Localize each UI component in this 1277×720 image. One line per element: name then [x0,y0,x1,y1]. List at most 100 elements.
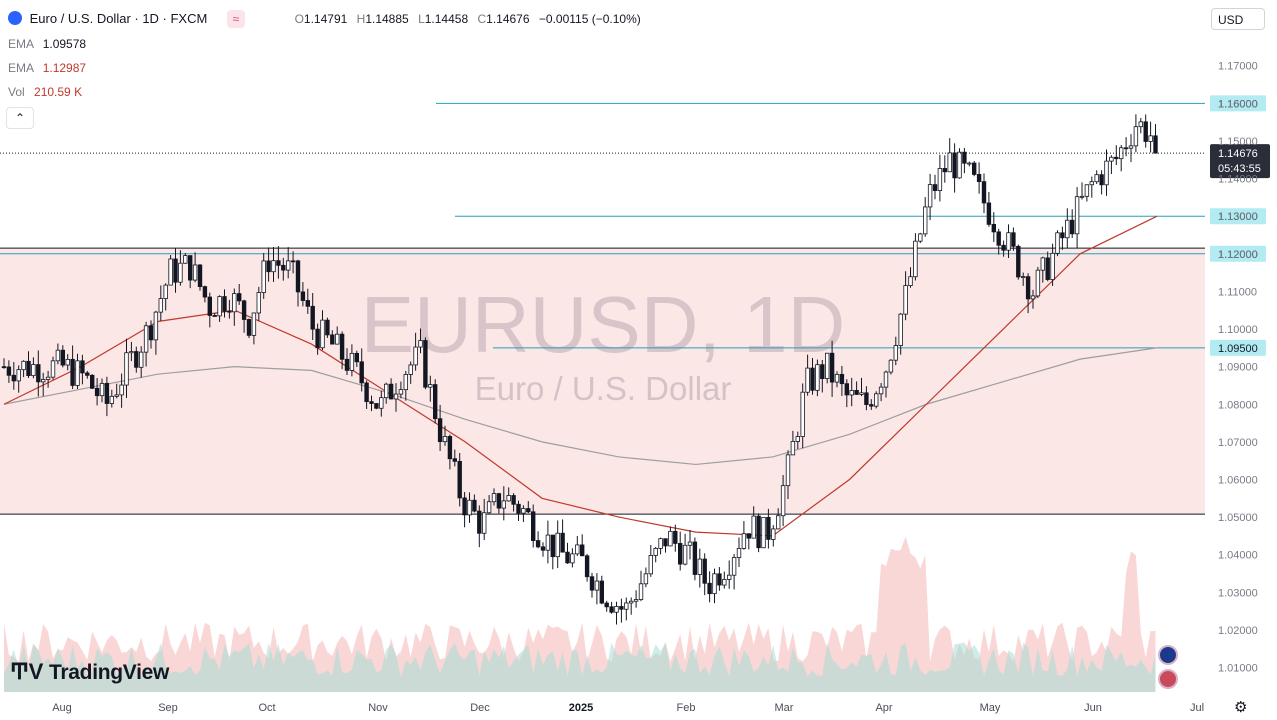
candle-body [173,258,178,283]
candle-body [614,606,619,613]
symbol-title[interactable]: Euro / U.S. Dollar · 1D · FXCM [29,11,208,26]
candle [50,356,56,380]
candle [428,375,433,402]
candle-body [452,458,457,462]
candle [751,506,756,539]
candle [678,531,683,571]
indicator-ema-2[interactable]: EMA 1.12987 [8,61,86,75]
candle-body [942,168,947,173]
candle [516,500,521,521]
candle [168,254,173,286]
y-tick-label: 1.03000 [1218,587,1258,599]
candle-body [682,544,688,565]
candle-body [364,382,369,403]
candle-body [1123,147,1129,150]
candle [967,161,972,167]
close-value: 1.14676 [486,12,530,26]
candle [1074,187,1080,249]
candle-body [65,358,70,366]
candle-body [158,298,163,313]
candle [261,252,266,299]
candle-body [369,401,374,404]
candle [481,498,487,541]
tradingview-logo[interactable]: ͲV TradingView [10,659,169,685]
candle [761,516,766,549]
currency-button[interactable]: USD [1211,8,1265,30]
candle-body [829,352,835,383]
candle-body [251,312,257,336]
candle [1011,227,1016,251]
gear-icon[interactable]: ⚙ [1234,699,1248,716]
candle-body [780,485,786,517]
candle-body [148,325,154,341]
candle-body [491,493,497,503]
candle [624,597,629,621]
candle-body [236,293,242,302]
candle [285,247,291,279]
collapse-legend-button[interactable]: ⌃ [6,107,34,129]
candle-body [168,258,173,286]
candle [829,340,835,397]
x-tick-label: Feb [677,702,696,714]
candle [143,321,149,367]
candle [1030,289,1036,309]
candle [741,521,747,550]
candle-body [36,364,41,383]
candle-body [428,384,433,388]
candle [609,601,614,614]
candle [11,362,16,390]
candle [374,403,379,410]
candle-body [1070,219,1075,235]
candle [727,560,732,589]
candle [986,191,992,227]
candle-body [967,162,972,165]
candle [780,475,786,527]
indicator-volume[interactable]: Vol 210.59 K [8,85,82,99]
candle-body [511,495,516,505]
us-flag-icon[interactable] [1158,669,1178,689]
candle [60,345,65,368]
candle [560,519,565,553]
candle [138,346,144,378]
approx-icon[interactable]: ≈ [226,10,245,28]
candle [898,312,903,355]
candle-body [521,508,526,514]
indicator-ema-1[interactable]: EMA 1.09578 [8,37,86,51]
candle-body [300,291,306,301]
candle [393,383,399,412]
candle [290,251,296,274]
candle-body [785,454,791,487]
candle-body [109,395,114,404]
y-tick-label: 1.04000 [1218,550,1258,562]
candle [1153,124,1158,154]
candle [41,372,46,397]
candle [638,570,644,602]
candle [820,359,825,393]
candle-body [859,392,864,395]
candle [99,378,105,403]
candle-body [604,602,609,608]
candle [1035,266,1041,299]
candle [80,354,85,385]
candle-body [271,260,276,273]
candle-body [981,181,987,204]
candle-body [864,392,869,405]
candle-body [839,373,845,385]
candle-body [761,516,766,549]
candle-body [80,360,85,374]
candle-body [212,315,217,317]
y-tick-label: 1.11000 [1218,286,1257,298]
candle [496,492,502,514]
candle-body [663,538,668,547]
candle [163,283,168,311]
candle-body [722,579,727,586]
candle-body [90,374,95,389]
candle-body [565,551,570,564]
candle-body [893,345,898,361]
eu-flag-icon[interactable] [1158,645,1178,665]
candle [1109,155,1114,175]
candle-body [403,374,408,391]
candle-body [153,311,159,341]
candle-body [295,260,301,293]
